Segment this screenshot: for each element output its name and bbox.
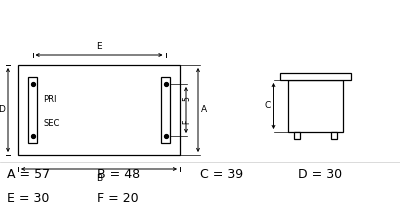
Text: D: D xyxy=(0,105,5,115)
Text: A: A xyxy=(201,105,207,115)
Text: A = 57: A = 57 xyxy=(7,168,50,181)
Text: F = 20: F = 20 xyxy=(97,192,139,205)
Text: C = 39: C = 39 xyxy=(200,168,243,181)
Bar xyxy=(161,77,170,143)
Bar xyxy=(294,132,300,139)
Bar xyxy=(18,65,180,155)
Text: 5: 5 xyxy=(182,96,192,101)
Text: PRI: PRI xyxy=(43,95,56,104)
Text: D = 30: D = 30 xyxy=(298,168,342,181)
Bar xyxy=(28,77,37,143)
Bar xyxy=(288,80,342,132)
Bar xyxy=(280,73,350,80)
Text: B: B xyxy=(96,174,102,183)
Text: E = 30: E = 30 xyxy=(7,192,49,205)
Text: B = 48: B = 48 xyxy=(97,168,140,181)
Text: F: F xyxy=(182,120,192,124)
Text: C: C xyxy=(264,102,270,110)
Text: SEC: SEC xyxy=(43,119,59,128)
Bar xyxy=(330,132,336,139)
Text: E: E xyxy=(96,42,102,51)
